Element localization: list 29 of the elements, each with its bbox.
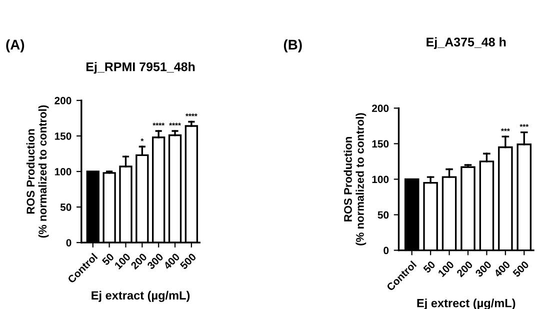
x-tick-label: 400	[493, 260, 511, 278]
x-axis-title: Ej extract (µg/mL)	[92, 290, 190, 302]
text: (A)	[6, 39, 24, 52]
y-axis-title: ROS Production (% normalized to control)	[344, 113, 366, 246]
x-tick-label: 300	[474, 260, 492, 278]
y-axis-title: ROS Production (% normalized to control)	[26, 105, 49, 238]
x-tick-label: 50	[102, 252, 114, 266]
y-tick-label: 150	[372, 140, 389, 148]
x-tick-label: 400	[163, 252, 180, 270]
y-tick-label: 0	[384, 246, 389, 254]
y-tick-label: 50	[378, 211, 389, 219]
x-tick-label: 100	[438, 260, 454, 278]
y-tick-label: 50	[60, 204, 72, 211]
x-tick-label: 200	[456, 260, 474, 278]
x-tick-label: 200	[130, 252, 148, 270]
y-tick-label: 150	[54, 132, 72, 140]
y-tick-label: 100	[372, 176, 389, 184]
text: (B)	[284, 39, 302, 52]
chart-title: Ej_A375_48 h	[426, 37, 506, 49]
x-tick-label: 500	[512, 260, 530, 278]
x-tick-label: 500	[180, 252, 197, 270]
y-tick-label: 100	[54, 168, 72, 176]
y-tick-label: 200	[54, 96, 72, 104]
x-tick-label: 300	[146, 252, 164, 270]
x-tick-label: 100	[114, 252, 131, 270]
y-tick-label: 200	[372, 104, 389, 112]
chart-title: Ej_RPMI 7951_48h	[86, 62, 195, 74]
x-tick-label: 50	[422, 260, 436, 274]
y-tick-label: 0	[66, 239, 72, 246]
